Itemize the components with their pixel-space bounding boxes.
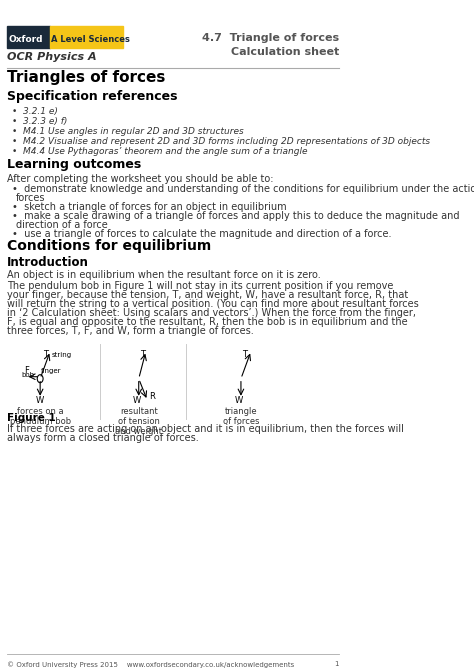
Text: in ‘2 Calculation sheet: Using scalars and vectors’.) When the force from the fi: in ‘2 Calculation sheet: Using scalars a…	[7, 308, 416, 318]
Text: Specification references: Specification references	[7, 90, 178, 103]
Text: W: W	[36, 396, 44, 405]
Text: Figure 1: Figure 1	[7, 413, 56, 423]
Text: triangle
of forces: triangle of forces	[223, 407, 259, 426]
Text: •  M4.4 Use Pythagoras’ theorem and the angle sum of a triangle: • M4.4 Use Pythagoras’ theorem and the a…	[12, 147, 307, 156]
Text: will return the string to a vertical position. (You can find more about resultan: will return the string to a vertical pos…	[7, 299, 419, 309]
Text: always form a closed triangle of forces.: always form a closed triangle of forces.	[7, 433, 199, 443]
Text: W: W	[133, 396, 141, 405]
Text: © Oxford University Press 2015    www.oxfordsecondary.co.uk/acknowledgements: © Oxford University Press 2015 www.oxfor…	[7, 661, 294, 668]
Text: finger: finger	[41, 368, 62, 374]
Text: resultant
of tension
and weight: resultant of tension and weight	[115, 407, 162, 436]
Text: •  M4.1 Use angles in regular 2D and 3D structures: • M4.1 Use angles in regular 2D and 3D s…	[12, 127, 244, 136]
Text: •  M4.2 Visualise and represent 2D and 3D forms including 2D representations of : • M4.2 Visualise and represent 2D and 3D…	[12, 137, 430, 146]
Text: your finger, because the tension, T, and weight, W, have a resultant force, R, t: your finger, because the tension, T, and…	[7, 289, 409, 299]
Text: string: string	[52, 352, 72, 358]
Text: •  make a scale drawing of a triangle of forces and apply this to deduce the mag: • make a scale drawing of a triangle of …	[12, 211, 459, 221]
Text: F: F	[24, 366, 29, 375]
Text: OCR Physics A: OCR Physics A	[7, 52, 97, 62]
Text: •  3.2.1 e): • 3.2.1 e)	[12, 107, 57, 116]
Text: If three forces are acting on an object and it is in equilibrium, then the force: If three forces are acting on an object …	[7, 423, 404, 433]
Text: W: W	[235, 396, 243, 405]
Text: Triangles of forces: Triangles of forces	[7, 70, 166, 85]
Bar	[7, 26, 50, 48]
Text: •  sketch a triangle of forces for an object in equilibrium: • sketch a triangle of forces for an obj…	[12, 202, 286, 212]
Text: T: T	[242, 350, 247, 358]
Text: After completing the worksheet you should be able to:: After completing the worksheet you shoul…	[7, 174, 274, 184]
Text: T: T	[140, 350, 145, 358]
Text: direction of a force: direction of a force	[16, 220, 108, 230]
Text: Learning outcomes: Learning outcomes	[7, 158, 142, 171]
Bar	[50, 26, 123, 48]
Text: 1: 1	[334, 661, 339, 667]
Text: •  3.2.3 e) f): • 3.2.3 e) f)	[12, 117, 67, 126]
Text: A Level Sciences: A Level Sciences	[51, 36, 130, 44]
Text: three forces, T, F, and W, form a triangle of forces.: three forces, T, F, and W, form a triang…	[7, 326, 254, 336]
Text: bob: bob	[21, 372, 34, 378]
Text: forces: forces	[16, 193, 46, 203]
Text: An object is in equilibrium when the resultant force on it is zero.: An object is in equilibrium when the res…	[7, 270, 321, 280]
Text: Oxford: Oxford	[9, 36, 43, 44]
Text: F, is equal and opposite to the resultant, R, then the bob is in equilibrium and: F, is equal and opposite to the resultan…	[7, 317, 408, 327]
Circle shape	[37, 375, 43, 383]
Text: Introduction: Introduction	[7, 256, 89, 269]
Text: Calculation sheet: Calculation sheet	[230, 47, 339, 57]
Text: R: R	[149, 392, 155, 401]
Text: 4.7  Triangle of forces: 4.7 Triangle of forces	[201, 33, 339, 43]
Text: T: T	[43, 350, 48, 358]
Text: forces on a
pendulum bob: forces on a pendulum bob	[9, 407, 71, 426]
Text: Conditions for equilibrium: Conditions for equilibrium	[7, 239, 211, 253]
Text: •  use a triangle of forces to calculate the magnitude and direction of a force.: • use a triangle of forces to calculate …	[12, 229, 391, 239]
Text: The pendulum bob in Figure 1 will not stay in its current position if you remove: The pendulum bob in Figure 1 will not st…	[7, 281, 394, 291]
Text: •  demonstrate knowledge and understanding of the conditions for equilibrium und: • demonstrate knowledge and understandin…	[12, 184, 474, 194]
